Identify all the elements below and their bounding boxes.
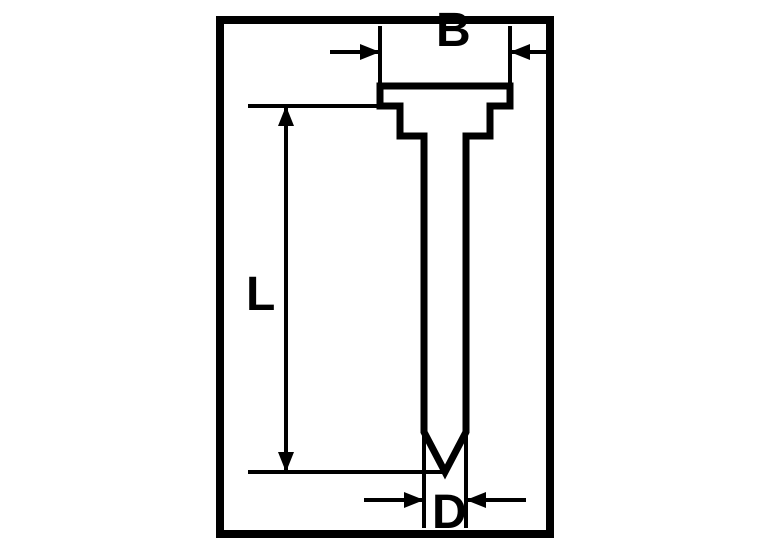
technical-drawing: B L D [0, 0, 780, 554]
dim-l-label: L [246, 268, 275, 321]
dim-d-label: D [432, 486, 467, 539]
dim-b-label: B [436, 4, 471, 57]
